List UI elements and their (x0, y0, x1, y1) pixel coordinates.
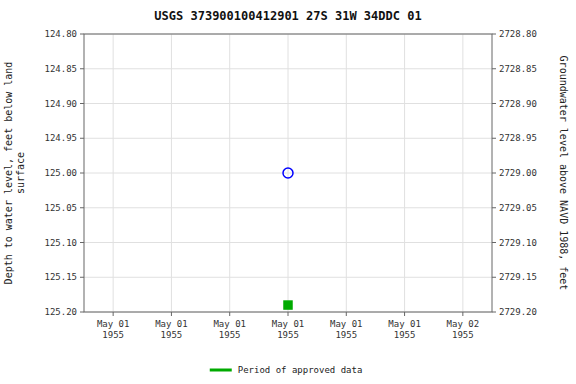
tick-label: 125.20 (44, 307, 77, 317)
axis-label: Depth to water level, feet below landsur… (3, 62, 26, 285)
grid-line (229, 34, 230, 312)
y2-axis: 2729.20 2729.15 2729.10 2729.05 2729.00 2728.… (492, 29, 537, 317)
tick-label: 125.15 (44, 272, 77, 282)
tick (80, 138, 84, 139)
tick-label: May 011955 (388, 319, 421, 340)
tick (229, 312, 230, 316)
legend: Period of approved data (210, 365, 363, 375)
plot-frame (84, 34, 492, 312)
tick-label: May 011955 (97, 319, 130, 340)
legend-label: Period of approved data (238, 365, 363, 375)
tick (404, 312, 405, 316)
tick (80, 34, 84, 35)
tick-label: 2728.85 (499, 64, 537, 74)
y-axis: 124.80 124.85 124.90 124.95 125.00 125.05 125.… (44, 29, 84, 317)
tick-label: May 011955 (213, 319, 246, 340)
tick (80, 242, 84, 243)
tick (462, 312, 463, 316)
tick-label: 124.90 (44, 99, 77, 109)
tick-label: 2728.80 (499, 29, 537, 39)
data-marks (283, 168, 293, 309)
tick-label: 2729.20 (499, 307, 537, 317)
tick-label: May 011955 (155, 319, 188, 340)
tick-label: May 011955 (272, 319, 305, 340)
tick (492, 173, 496, 174)
title: USGS 373900100412901 27S 31W 34DDC 01 (154, 9, 421, 23)
tick-label: 2729.15 (499, 272, 537, 282)
tick-label: 124.85 (44, 64, 77, 74)
tick-label: 2729.00 (499, 168, 537, 178)
tick (80, 207, 84, 208)
background (0, 0, 576, 384)
tick (492, 34, 496, 35)
point (283, 168, 293, 178)
tick (492, 277, 496, 278)
grid-line (171, 34, 172, 312)
tick (80, 312, 84, 313)
tick (492, 138, 496, 139)
tick-label: May 011955 (330, 319, 363, 340)
tick (171, 312, 172, 316)
tick-label: 2728.90 (499, 99, 537, 109)
tick (492, 68, 496, 69)
tick (492, 103, 496, 104)
tick-label: 125.10 (44, 238, 77, 248)
point (284, 301, 292, 309)
tick (80, 173, 84, 174)
legend-swatch (210, 369, 232, 372)
tick (492, 242, 496, 243)
grid-line (346, 34, 347, 312)
tick-label: 125.05 (44, 203, 77, 213)
tick (80, 103, 84, 104)
tick (80, 68, 84, 69)
tick (346, 312, 347, 316)
tick-label: 124.80 (44, 29, 77, 39)
tick-label: 2729.05 (499, 203, 537, 213)
tick (113, 312, 114, 316)
x-axis: May 011955 May 011955 May 011955 May 011955… (97, 312, 479, 340)
grid-line (113, 34, 114, 312)
grid-line (462, 34, 463, 312)
tick (288, 312, 289, 316)
grid (84, 34, 492, 312)
tick-label: 2729.10 (499, 238, 537, 248)
grid-line (288, 34, 289, 312)
tick (80, 277, 84, 278)
tick-label: 124.95 (44, 133, 77, 143)
tick-label: 2728.95 (499, 133, 537, 143)
grid-line (404, 34, 405, 312)
tick (492, 207, 496, 208)
axis-label: Groundwater level above NAVD 1988, feet (558, 56, 569, 291)
tick-label: May 021955 (447, 319, 480, 340)
tick (492, 312, 496, 313)
tick-label: 125.00 (44, 168, 77, 178)
